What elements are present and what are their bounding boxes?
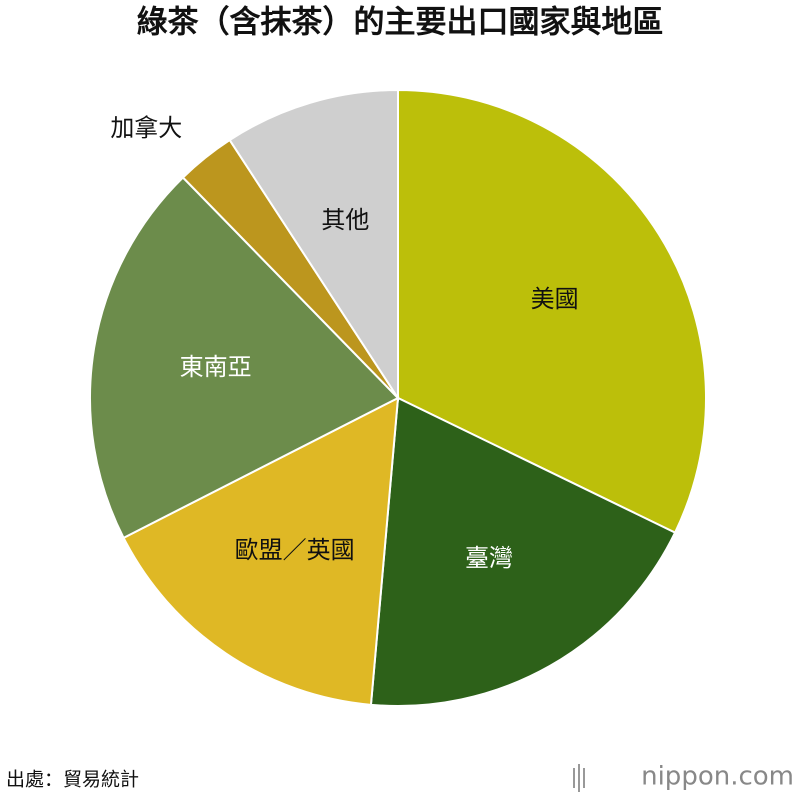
source-note: 出處：貿易統計	[6, 769, 139, 791]
pie-slice	[369, 396, 677, 707]
brand-logo: nippon.com	[573, 762, 794, 792]
slice-label: 加拿大	[110, 114, 182, 142]
chart-title: 綠茶（含抹茶）的主要出口國家與地區	[137, 5, 664, 41]
slice-label: 其他	[321, 206, 369, 234]
brand: nippon.com	[641, 762, 794, 792]
pie-slice	[122, 396, 400, 706]
slice-label: 歐盟／英國	[235, 536, 355, 564]
slice-label: 美國	[531, 285, 579, 313]
pie-slice	[228, 88, 399, 402]
slice-label: 臺灣	[465, 544, 513, 572]
pie-slice	[89, 176, 400, 540]
pie-slice	[397, 88, 707, 534]
slice-label: 東南亞	[180, 353, 252, 381]
